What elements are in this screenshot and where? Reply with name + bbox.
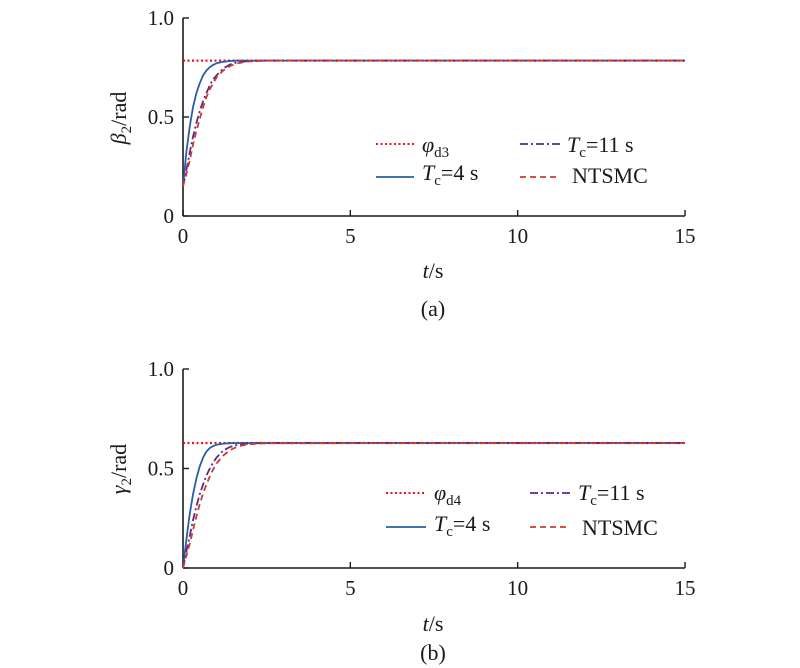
y-ticks: 0 0.5 1.0 (148, 6, 189, 228)
legend: φd4 Tc=4 s Tc=11 s NTSMC (386, 480, 658, 540)
x-tick-label: 5 (345, 224, 356, 248)
legend-item-tc-11s: Tc=11 s (530, 480, 645, 509)
panel-a: 0 5 10 15 0 0.5 1.0 β2/rad t/s (a) φd3 Tc=4 s… (106, 6, 696, 321)
y-tick-label: 0.5 (148, 105, 174, 129)
x-axis-label: t/s (423, 258, 444, 283)
legend-label: Tc=4 s (422, 160, 478, 189)
series-line-2 (182, 59, 685, 187)
x-tick-label: 10 (507, 224, 528, 248)
y-ticks: 0 0.5 1.0 (148, 357, 189, 580)
legend-item-tc-4s: Tc=4 s (376, 160, 478, 189)
y-tick-label: 0 (164, 204, 175, 228)
panel-caption: (a) (421, 296, 445, 321)
y-tick-label: 1.0 (148, 6, 174, 30)
x-tick-label: 5 (345, 576, 356, 600)
series-line-2 (182, 442, 685, 569)
x-tick-label: 15 (675, 224, 696, 248)
legend-item-phi-d3: φd3 (376, 132, 449, 161)
legend-item-phi-d4: φd4 (386, 480, 462, 509)
y-tick-label: 0.5 (148, 457, 174, 481)
legend-item-tc-4s: Tc=4 s (386, 511, 490, 540)
legend-item-ntsmc: NTSMC (520, 163, 648, 188)
legend-item-ntsmc: NTSMC (530, 515, 658, 540)
series-group (182, 441, 686, 569)
series-line-1 (182, 442, 685, 569)
legend-label: φd3 (422, 132, 449, 161)
x-ticks: 0 5 10 15 (178, 562, 696, 600)
series-line-1 (182, 59, 685, 187)
y-tick-label: 0 (164, 556, 175, 580)
legend-label: Tc=11 s (567, 132, 634, 161)
legend-item-tc-11s: Tc=11 s (520, 132, 634, 161)
series-line-3 (182, 59, 685, 187)
series-group (182, 59, 685, 187)
series-line-3 (182, 442, 686, 569)
legend-label: Tc=11 s (578, 480, 645, 509)
x-tick-label: 0 (178, 224, 189, 248)
y-axis-label: β2/rad (106, 92, 135, 146)
x-axis-label: t/s (423, 611, 444, 636)
legend-label: NTSMC (572, 163, 648, 188)
legend-label: φd4 (434, 480, 462, 509)
y-axis-label: γ2/rad (106, 444, 135, 494)
x-tick-label: 0 (178, 576, 189, 600)
legend-label: Tc=4 s (434, 511, 490, 540)
legend: φd3 Tc=4 s Tc=11 s NTSMC (376, 132, 648, 189)
x-tick-label: 15 (675, 576, 696, 600)
panel-caption: (b) (420, 640, 446, 665)
y-tick-label: 1.0 (148, 357, 174, 381)
panel-b: 0 5 10 15 0 0.5 1.0 γ2/rad t/s (b) φd4 Tc=4 s… (106, 357, 696, 665)
x-ticks: 0 5 10 15 (178, 210, 696, 248)
legend-label: NTSMC (582, 515, 658, 540)
x-tick-label: 10 (507, 576, 528, 600)
